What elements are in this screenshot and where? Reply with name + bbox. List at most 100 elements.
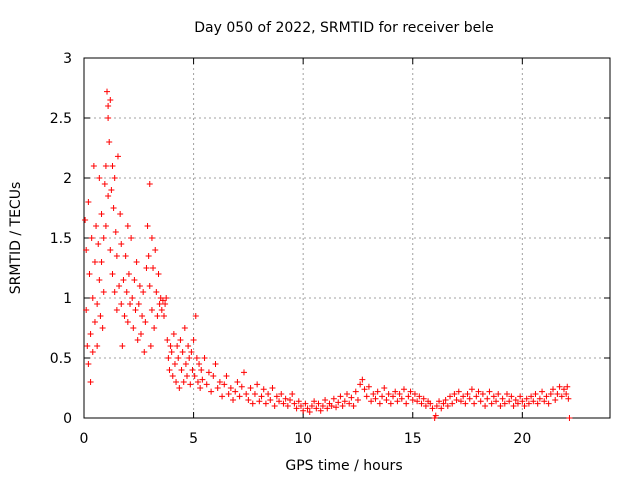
y-tick-label: 2.5: [50, 111, 72, 127]
data-point: [205, 369, 212, 376]
data-point: [374, 388, 381, 395]
data-point: [280, 400, 287, 407]
data-point: [167, 343, 174, 349]
data-point: [145, 253, 152, 259]
data-point: [512, 397, 519, 403]
data-point: [455, 388, 462, 395]
data-point: [284, 403, 291, 409]
data-point: [514, 400, 521, 407]
data-point: [254, 381, 261, 388]
x-tick-label: 5: [189, 431, 198, 447]
data-point: [344, 391, 350, 397]
data-point: [554, 391, 561, 397]
data-point: [121, 313, 128, 319]
axis-ticks: [83, 57, 610, 419]
data-point: [381, 385, 388, 391]
data-point: [438, 405, 445, 412]
data-point: [109, 163, 116, 169]
data-point: [137, 331, 144, 337]
data-point: [116, 283, 123, 289]
x-tick-label: 20: [513, 431, 531, 447]
x-tick-label: 0: [80, 431, 89, 447]
data-point: [166, 367, 173, 373]
data-point: [471, 400, 478, 407]
data-point: [335, 399, 342, 406]
data-point: [545, 400, 552, 407]
data-point: [490, 393, 497, 400]
data-point: [322, 397, 329, 403]
data-point: [130, 325, 137, 331]
data-point: [151, 325, 158, 331]
data-point: [154, 313, 161, 319]
data-point: [210, 373, 217, 379]
plot-frame: [83, 57, 611, 419]
data-point: [304, 405, 311, 412]
data-point: [98, 211, 105, 217]
data-point: [159, 297, 166, 304]
data-point: [499, 395, 506, 402]
data-point: [400, 386, 407, 393]
data-point: [350, 403, 357, 409]
data-point: [185, 343, 192, 349]
data-point: [123, 289, 130, 295]
data-point: [245, 397, 252, 403]
data-point: [101, 181, 108, 187]
data-point: [110, 205, 117, 211]
data-point: [176, 385, 183, 391]
data-point: [243, 391, 250, 397]
data-point: [530, 398, 537, 405]
data-point: [311, 398, 318, 405]
y-tick-label: 2: [63, 171, 72, 187]
data-point: [394, 398, 401, 405]
data-point: [148, 307, 155, 313]
data-point: [132, 307, 139, 313]
data-point: [473, 393, 480, 400]
data-point: [192, 313, 199, 319]
data-point: [271, 403, 278, 409]
data-point: [89, 295, 96, 301]
data-point: [317, 407, 324, 414]
data-point: [180, 379, 187, 385]
data-point: [156, 301, 163, 307]
data-point: [83, 307, 90, 313]
data-point: [168, 349, 175, 355]
data-point: [182, 361, 189, 367]
data-point: [197, 385, 204, 391]
data-point: [86, 271, 93, 277]
data-point: [111, 289, 118, 295]
data-point: [230, 397, 237, 403]
data-point: [457, 398, 464, 405]
data-point: [442, 397, 449, 403]
data-point: [107, 97, 114, 103]
data-point: [216, 379, 223, 385]
data-point: [363, 393, 370, 400]
data-point: [127, 301, 134, 307]
data-point: [133, 259, 140, 265]
data-point: [148, 235, 155, 241]
data-point: [392, 388, 399, 395]
data-point: [273, 393, 280, 400]
data-point: [128, 235, 135, 241]
data-point: [357, 381, 364, 388]
data-point: [117, 211, 124, 217]
data-point: [194, 379, 201, 385]
data-point: [479, 391, 486, 397]
data-point: [287, 397, 294, 403]
data-point: [278, 391, 285, 397]
data-point: [501, 400, 508, 407]
data-point: [91, 319, 98, 325]
data-point: [175, 355, 182, 361]
data-point: [308, 403, 315, 409]
data-point: [158, 307, 165, 313]
y-tick-label: 0: [63, 411, 72, 427]
data-point: [93, 223, 100, 229]
data-point: [324, 405, 331, 412]
data-point: [188, 349, 195, 355]
data-point: [302, 400, 309, 407]
data-point: [141, 349, 148, 355]
data-point: [196, 361, 203, 367]
data-point: [440, 400, 447, 407]
data-point: [556, 383, 563, 390]
data-point: [163, 295, 170, 301]
data-point: [170, 331, 177, 337]
